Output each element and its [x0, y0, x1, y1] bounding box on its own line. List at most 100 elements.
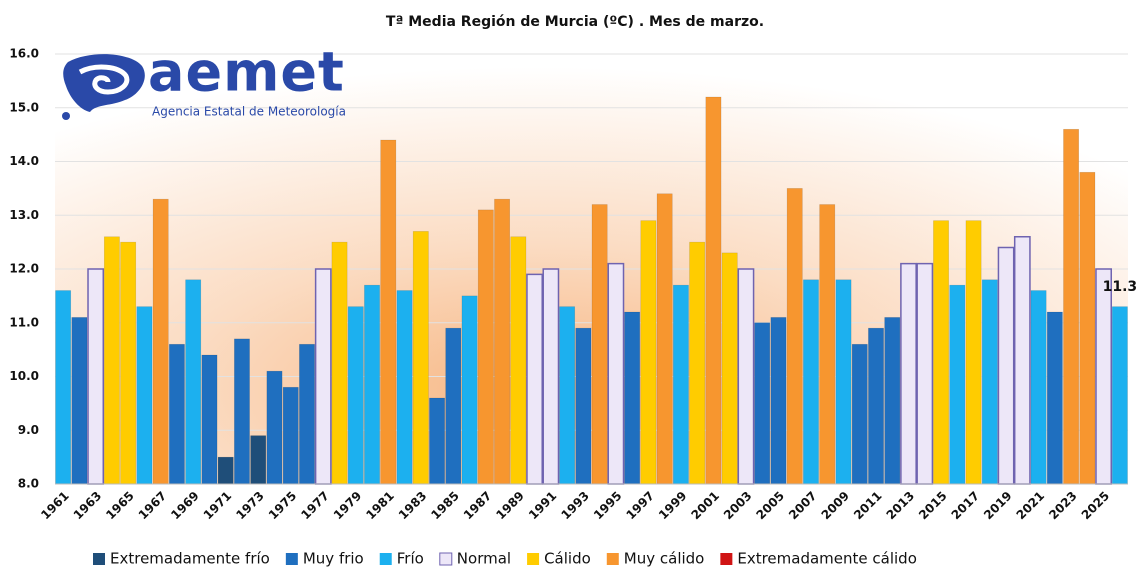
- bar: [835, 279, 852, 485]
- legend-label: Normal: [457, 550, 511, 567]
- x-tick-label: 2007: [786, 489, 820, 523]
- bar: [949, 284, 966, 485]
- x-tick-label: 1961: [38, 489, 72, 523]
- bar: [510, 236, 527, 485]
- bar: [916, 262, 934, 485]
- bar: [1063, 128, 1080, 485]
- bar: [721, 252, 738, 485]
- x-tick-label: 2003: [721, 489, 755, 523]
- bar: [136, 306, 153, 485]
- bar: [559, 306, 576, 485]
- bar: [526, 273, 543, 485]
- bar: [234, 338, 250, 485]
- x-tick-label: 1965: [103, 489, 137, 523]
- legend-label: Extremadamente frío: [110, 550, 270, 567]
- y-tick-label: 9.0: [18, 423, 39, 437]
- legend-swatch: [720, 553, 733, 565]
- bar: [803, 279, 819, 485]
- bar: [705, 96, 722, 485]
- legend-label: Muy cálido: [624, 550, 705, 567]
- logo: aemet Agencia Estatal de Meteorología: [62, 41, 346, 120]
- x-tick-label: 2011: [851, 489, 885, 523]
- chart-title: Tª Media Región de Murcia (ºC) . Mes de …: [386, 14, 764, 30]
- legend-swatch: [606, 553, 619, 565]
- bar: [1095, 268, 1112, 485]
- bar: [314, 268, 332, 485]
- x-tick-label: 2017: [949, 489, 983, 523]
- bar: [819, 204, 836, 485]
- bar: [120, 241, 137, 485]
- legend-swatch: [285, 553, 298, 565]
- bar: [997, 246, 1015, 485]
- bar: [217, 456, 234, 485]
- bar: [396, 290, 413, 485]
- bar: [103, 236, 120, 485]
- x-tick-label: 1967: [136, 489, 170, 523]
- bar: [347, 306, 364, 485]
- bar: [1079, 171, 1096, 485]
- logo-text: aemet: [148, 41, 345, 104]
- bar: [201, 354, 218, 485]
- y-tick-label: 16.0: [9, 47, 39, 61]
- bar: [737, 268, 755, 485]
- bar: [900, 262, 917, 485]
- bar: [542, 268, 560, 485]
- x-tick-label: 2021: [1014, 489, 1048, 523]
- bar: [477, 209, 494, 485]
- bar: [868, 327, 884, 485]
- legend-label: Frío: [397, 550, 424, 567]
- bar: [87, 268, 105, 485]
- x-tick-label: 1991: [526, 489, 560, 523]
- bar: [429, 397, 445, 485]
- bar: [412, 231, 429, 485]
- bar: [282, 386, 299, 485]
- bar: [185, 279, 202, 485]
- x-tick-label: 1989: [493, 489, 527, 523]
- x-tick-label: 1983: [396, 489, 430, 523]
- x-tick-label: 2019: [981, 489, 1015, 523]
- bar: [575, 327, 592, 485]
- bar: [364, 284, 380, 485]
- bar: [299, 343, 315, 485]
- bar: [933, 220, 949, 485]
- legend-label: Cálido: [544, 550, 591, 567]
- x-tick-label: 1969: [168, 489, 202, 523]
- y-tick-label: 15.0: [9, 100, 39, 114]
- bar: [607, 262, 625, 485]
- x-tick-label: 1985: [428, 489, 462, 523]
- y-tick-label: 10.0: [9, 369, 39, 383]
- bar: [445, 327, 462, 485]
- x-tick-label: 1995: [591, 489, 625, 523]
- data-label: 11.3: [1103, 279, 1138, 295]
- legend-label: Extremadamente cálido: [737, 550, 917, 567]
- legend-swatch: [93, 553, 105, 565]
- bar: [851, 343, 868, 485]
- x-tick-label: 1999: [656, 489, 690, 523]
- x-tick-label: 1979: [331, 489, 365, 523]
- bar: [1030, 290, 1047, 485]
- logo-swirl: [78, 64, 130, 95]
- x-tick-label: 2025: [1079, 489, 1113, 523]
- bar: [981, 279, 998, 485]
- bar: [884, 317, 901, 485]
- x-tick-label: 2013: [884, 489, 918, 523]
- y-tick-label: 13.0: [9, 208, 39, 222]
- x-tick-label: 1981: [363, 489, 397, 523]
- bar: [461, 295, 478, 485]
- bar: [640, 220, 657, 485]
- legend: Extremadamente frío Muy frio Frío Normal Cál…: [93, 550, 917, 567]
- bar: [689, 241, 706, 485]
- bar: [770, 317, 787, 485]
- logo-subtitle: Agencia Estatal de Meteorología: [152, 105, 346, 119]
- bar: [1111, 306, 1128, 485]
- bar: [786, 188, 803, 485]
- x-tick-label: 1997: [623, 489, 657, 523]
- bar: [656, 193, 673, 485]
- x-tick-label: 1975: [266, 489, 300, 523]
- bar: [380, 139, 397, 485]
- bar: [152, 198, 169, 485]
- x-tick-label: 1993: [558, 489, 592, 523]
- legend-swatch: [439, 552, 453, 566]
- y-tick-label: 11.0: [9, 315, 39, 329]
